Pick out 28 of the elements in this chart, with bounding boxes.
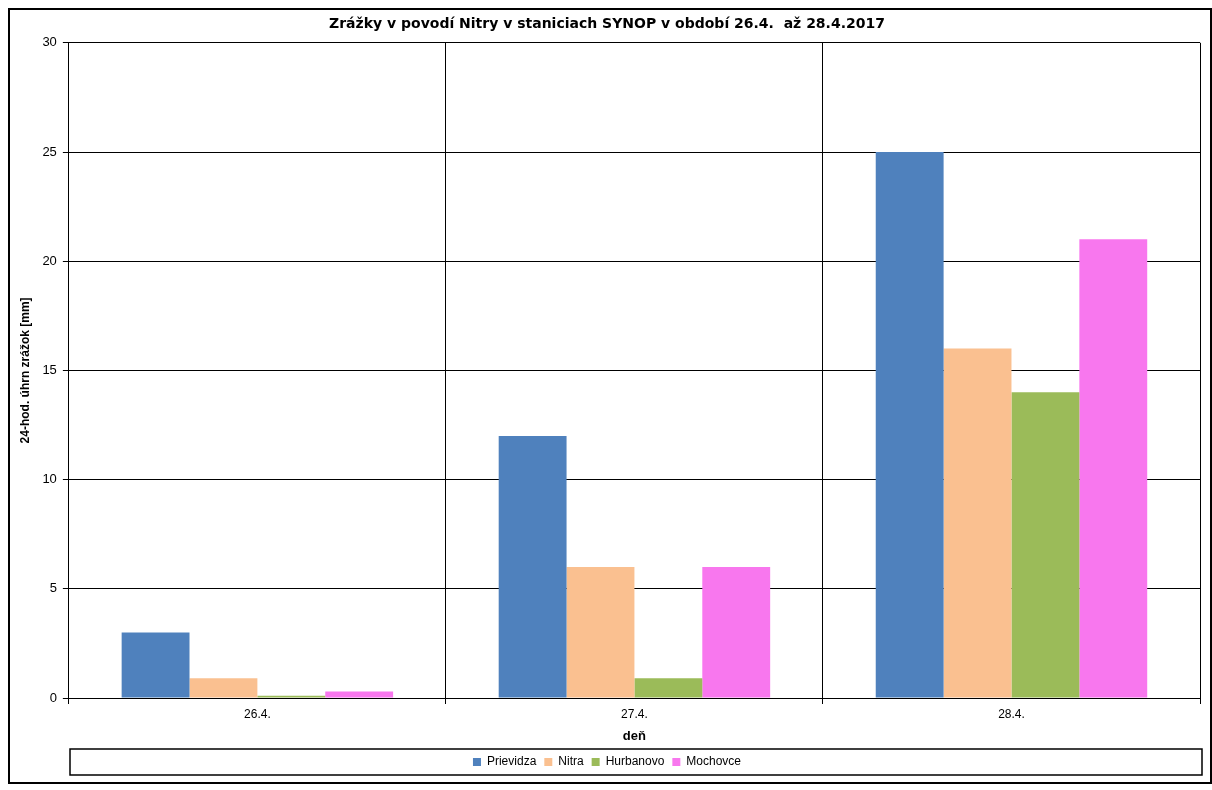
bar — [634, 678, 703, 698]
bar — [189, 678, 258, 698]
y-tick-label: 25 — [42, 143, 57, 159]
x-tick-label: 28.4. — [998, 706, 1025, 721]
x-tick-label: 26.4. — [244, 706, 271, 721]
bar — [1011, 392, 1080, 698]
y-tick-label: 30 — [42, 34, 57, 50]
y-tick-label: 0 — [49, 689, 57, 705]
y-tick-label: 5 — [49, 580, 57, 596]
chart-title: Zrážky v povodí Nitry v staniciach SYNOP v období 26.4. až 28.4.2017 — [329, 15, 885, 32]
legend-label: Mochovce — [686, 754, 742, 769]
y-axis-title: 24-hod. úhrn zrážok [mm] — [17, 297, 32, 444]
legend-label: Nitra — [558, 754, 584, 769]
bar — [498, 435, 567, 698]
bar — [702, 566, 771, 698]
x-axis-title: deň — [622, 727, 647, 743]
bar — [1079, 239, 1148, 698]
bar — [875, 152, 944, 698]
y-tick-label: 10 — [42, 471, 57, 487]
bar — [566, 566, 635, 698]
bar — [325, 691, 394, 698]
y-tick-label: 15 — [42, 361, 57, 377]
y-tick-label: 20 — [42, 252, 57, 268]
legend-label: Hurbanovo — [605, 754, 665, 769]
bar — [121, 632, 190, 698]
bar — [943, 348, 1012, 698]
legend-label: Prievidza — [486, 754, 537, 769]
x-tick-label: 27.4. — [621, 706, 648, 721]
